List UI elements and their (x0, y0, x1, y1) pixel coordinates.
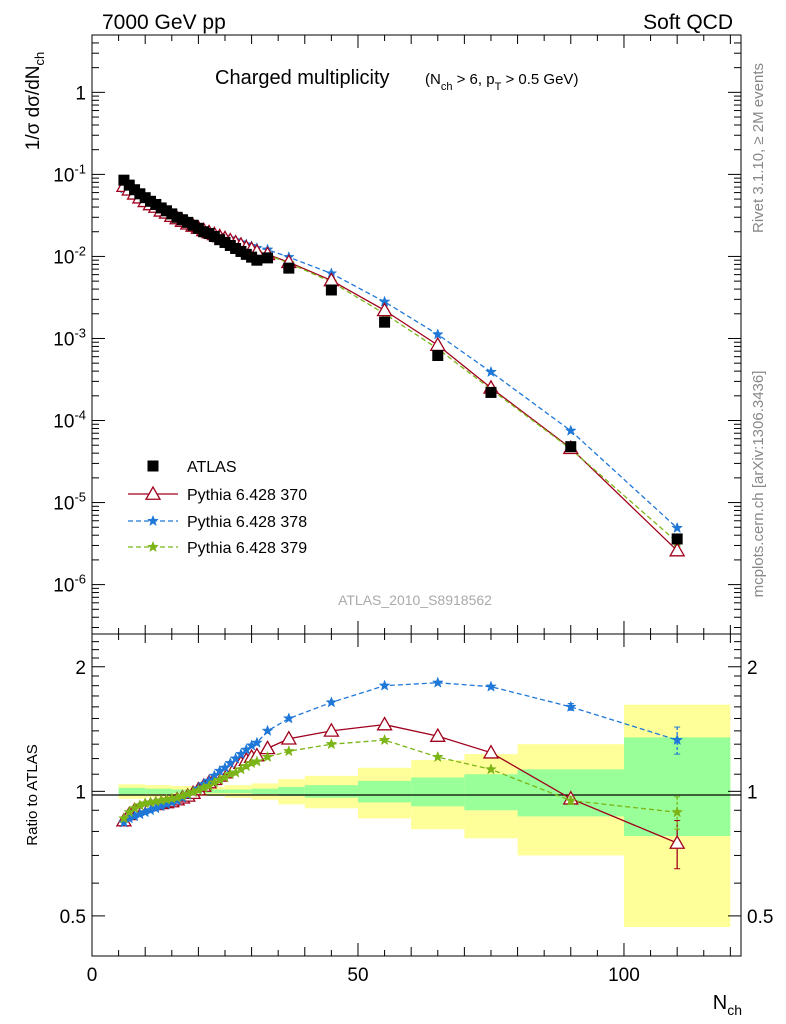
main-axes: 10-6 10-5 10-4 10-3 10-2 10-1 1 (53, 34, 741, 634)
main-title-cuts: (Nch > 6, pT > 0.5 GeV) (425, 71, 578, 93)
stat-uncertainty-band (171, 789, 199, 794)
main-point-atlas (251, 254, 263, 266)
mcplots-reference-label: mcplots.cern.ch [arXiv:1306.3436] (750, 371, 767, 598)
ratio-point-pythia-6-428-379 (282, 745, 295, 757)
ratio-y-axis-label: Ratio to ATLAS (24, 744, 41, 845)
legend-marker (147, 540, 159, 553)
legend-label: Pythia 6.428 378 (187, 514, 307, 531)
ratio-y-tick-label-right: 1 (747, 782, 758, 803)
ratio-point-pythia-6-428-378 (564, 700, 577, 712)
legend-label: ATLAS (187, 459, 237, 476)
main-point-pythia-6-428-378 (485, 365, 497, 378)
ratio-point-pythia-6-428-379 (671, 806, 684, 818)
ratio-point-pythia-6-428-379 (485, 763, 497, 775)
main-plot-title: Charged multiplicity (Nch > 6, pT > 0.5 … (215, 67, 578, 93)
main-point-atlas (283, 262, 295, 274)
main-point-atlas (262, 252, 274, 264)
ratio-y-tick-label-right: 0.5 (747, 907, 773, 928)
stat-uncertainty-band (464, 774, 518, 811)
ratio-point-pythia-6-428-379 (261, 750, 274, 763)
ratio-x-tick-label: 100 (608, 965, 640, 986)
header-right: Soft QCD (643, 11, 733, 34)
ratio-point-pythia-6-428-378 (261, 724, 274, 736)
stat-uncertainty-band (304, 785, 358, 798)
ratio-point-pythia-6-428-370 (429, 727, 446, 742)
stat-uncertainty-band (357, 780, 412, 803)
ratio-point-pythia-6-428-378 (431, 676, 444, 688)
legend-label: Pythia 6.428 379 (187, 540, 307, 557)
main-point-atlas (671, 533, 683, 545)
main-point-atlas (379, 316, 391, 328)
main-title-text: Charged multiplicity (215, 67, 390, 89)
stat-uncertainty-band (251, 788, 279, 795)
ratio-y-tick-label-left: 2 (75, 658, 86, 679)
main-y-tick-label: 10-5 (53, 490, 86, 515)
ratio-point-pythia-6-428-370 (323, 722, 340, 737)
ratio-point-pythia-6-428-370 (376, 716, 393, 731)
ratio-x-tick-label: 0 (87, 965, 98, 986)
ratio-point-pythia-6-428-379 (378, 733, 391, 746)
legend: ATLAS Pythia 6.428 370 Pythia 6.428 378 Pyt… (128, 459, 307, 557)
main-point-atlas (325, 284, 337, 296)
legend-marker (147, 514, 159, 527)
main-y-tick-label: 10-2 (53, 243, 86, 268)
ratio-y-tick-label-right: 2 (747, 658, 758, 679)
legend-marker (147, 460, 159, 472)
main-point-atlas (485, 386, 497, 398)
legend-marker (144, 485, 162, 500)
ratio-point-pythia-6-428-378 (671, 733, 684, 746)
x-axis-label: Nch (713, 992, 742, 1018)
ratio-x-tick-label: 50 (347, 965, 368, 986)
ratio-point-pythia-6-428-379 (118, 812, 130, 824)
main-point-atlas (432, 350, 444, 362)
legend-label: Pythia 6.428 370 (187, 487, 307, 504)
main-y-tick-label: 10-6 (53, 572, 86, 597)
ratio-point-pythia-6-428-378 (282, 712, 295, 724)
main-point-pythia-6-428-370 (429, 336, 446, 352)
ratio-point-pythia-6-428-370 (669, 834, 686, 849)
main-series-layer (115, 174, 686, 557)
main-y-axis-label: 1/σ dσ/dNch (23, 52, 47, 150)
ratio-point-pythia-6-428-379 (325, 737, 338, 750)
stat-uncertainty-band (118, 787, 146, 795)
main-point-pythia-6-428-370 (669, 542, 686, 557)
main-y-tick-label: 10-3 (53, 325, 86, 350)
rivet-version-label: Rivet 3.1.10, ≥ 2M events (750, 63, 767, 233)
ratio-point-pythia-6-428-379 (251, 755, 263, 767)
main-y-tick-label: 10-4 (53, 408, 86, 433)
main-y-tick-label: 1 (75, 83, 86, 104)
main-point-pythia-6-428-378 (671, 521, 684, 534)
ratio-y-tick-label-left: 0.5 (60, 907, 86, 928)
ratio-frame (91, 633, 742, 957)
main-point-pythia-6-428-370 (376, 302, 393, 317)
ratio-point-pythia-6-428-378 (378, 679, 391, 691)
ratio-point-pythia-6-428-378 (251, 736, 263, 748)
ratio-point-pythia-6-428-378 (325, 696, 338, 708)
stat-uncertainty-band (278, 786, 305, 796)
main-y-tick-label: 10-1 (53, 161, 86, 186)
ratio-axes: 0 50 100 0.5 0.5 1 1 2 2 (60, 633, 773, 986)
stat-uncertainty-band (198, 789, 225, 794)
analysis-watermark: ATLAS_2010_S8918562 (338, 592, 492, 608)
header-left: 7000 GeV pp (102, 11, 226, 34)
ratio-point-pythia-6-428-379 (564, 794, 577, 806)
ratio-point-pythia-6-428-379 (431, 750, 444, 763)
main-point-pythia-6-428-378 (564, 424, 577, 436)
ratio-point-pythia-6-428-370 (482, 744, 500, 759)
stat-uncertainty-band (145, 788, 172, 795)
ratio-uncertainty-bands (118, 704, 731, 928)
stat-uncertainty-band (411, 777, 465, 807)
ratio-series-layer (115, 676, 686, 870)
ratio-y-tick-label-left: 1 (75, 782, 86, 803)
stat-uncertainty-band (224, 789, 252, 794)
main-point-pythia-6-428-378 (431, 328, 444, 340)
ratio-point-pythia-6-428-378 (485, 680, 497, 692)
ratio-point-pythia-6-428-370 (280, 730, 297, 745)
main-point-atlas (565, 441, 577, 453)
